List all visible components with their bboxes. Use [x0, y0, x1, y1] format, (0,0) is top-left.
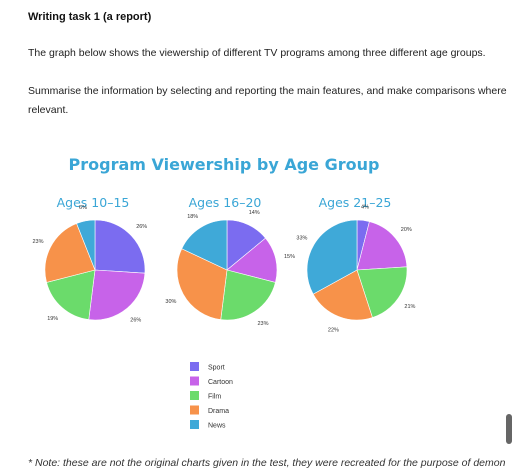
pie-title-ages-21-25: Ages 21–25 [319, 195, 392, 210]
pie-slice-ages-16-20-news [181, 219, 228, 271]
data-label-ages-21-25-news: 33% [296, 235, 307, 241]
legend-swatch-drama [190, 405, 199, 415]
data-label-ages-16-20-film: 23% [257, 321, 268, 327]
pie-slice-ages-10-15-drama [44, 223, 96, 283]
footnote: * Note: these are not the original chart… [28, 457, 506, 469]
task-heading: Writing task 1 (a report) [28, 11, 152, 23]
legend-label-film: Film [208, 394, 221, 401]
data-label-ages-21-25-cartoon: 20% [401, 227, 412, 233]
data-label-ages-16-20-sport: 14% [249, 210, 260, 216]
task-instruction: Summarise the information by selecting a… [28, 85, 507, 97]
chart-title: Program Viewership by Age Group [69, 155, 380, 174]
data-label-ages-10-15-drama: 23% [32, 239, 43, 245]
legend-label-sport: Sport [208, 365, 225, 372]
data-label-ages-21-25-sport: 4% [361, 205, 369, 211]
pie-slice-ages-10-15-sport [94, 219, 146, 274]
legend-label-news: News [208, 423, 226, 430]
legend-label-cartoon: Cartoon [208, 379, 233, 386]
pie-slice-ages-21-25-cartoon [356, 221, 408, 271]
pie-slice-ages-16-20-film [220, 269, 276, 321]
legend-swatch-news [190, 420, 199, 429]
data-label-ages-16-20-news: 18% [187, 214, 198, 220]
pie-title-ages-16-20: Ages 16–20 [189, 195, 262, 210]
pie-title-ages-10-15: Ages 10–15 [57, 195, 130, 210]
data-label-ages-21-25-film: 21% [404, 304, 415, 310]
data-label-ages-16-20-cartoon: 15% [284, 254, 295, 260]
legend-label-drama: Drama [208, 408, 229, 415]
data-label-ages-10-15-cartoon: 26% [130, 317, 141, 323]
task-instruction-end: relevant. [28, 104, 69, 116]
task-prompt: The graph below shows the viewership of … [28, 47, 486, 59]
pie-slice-ages-21-25-news [306, 219, 358, 295]
pie-charts-figure: Program Viewership by Age Group Ages 10–1… [32, 155, 415, 430]
pie-slice-ages-10-15-cartoon [88, 269, 146, 321]
scrollbar-thumb[interactable] [506, 414, 512, 444]
pie-slice-ages-21-25-drama [312, 269, 373, 321]
legend-swatch-cartoon [190, 376, 199, 386]
legend-swatch-sport [190, 362, 199, 371]
data-label-ages-21-25-drama: 22% [328, 328, 339, 334]
data-label-ages-10-15-sport: 26% [136, 224, 147, 230]
pie-slice-ages-16-20-drama [176, 248, 228, 320]
pie-slice-ages-10-15-film [46, 269, 96, 320]
legend-swatch-film [190, 391, 199, 400]
pie-slice-ages-21-25-film [356, 266, 408, 318]
pie-slice-ages-10-15-news [76, 219, 96, 271]
data-label-ages-10-15-news: 6% [79, 205, 87, 211]
data-label-ages-10-15-film: 19% [47, 316, 58, 322]
data-label-ages-16-20-drama: 30% [165, 299, 176, 305]
